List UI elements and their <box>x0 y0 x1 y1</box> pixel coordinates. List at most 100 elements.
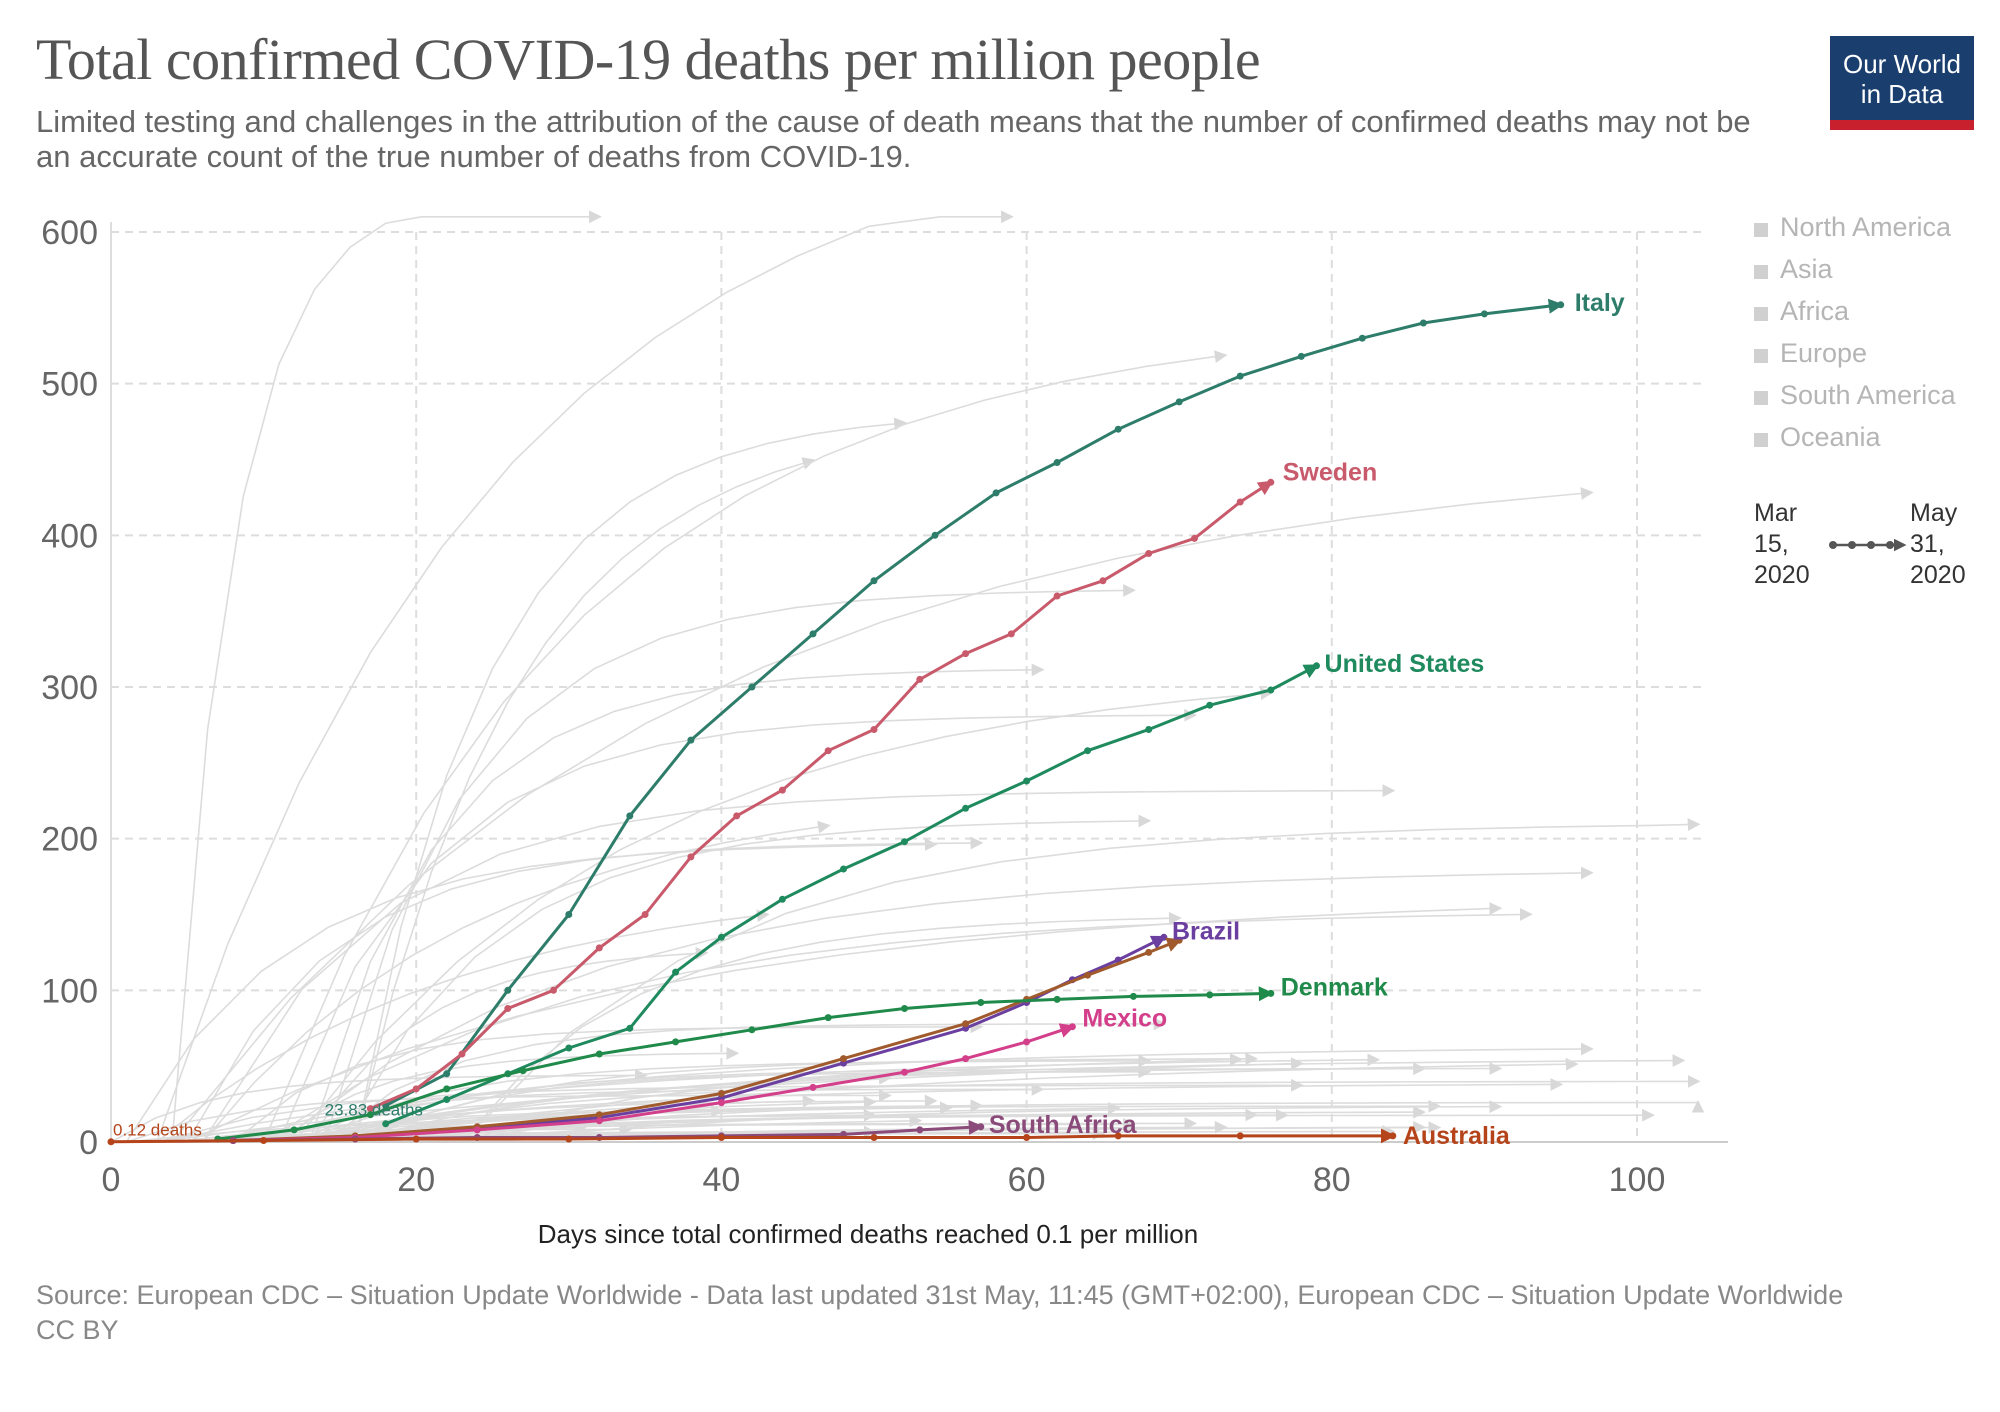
data-point <box>595 1050 603 1058</box>
series-line[interactable] <box>233 1023 1076 1142</box>
legend-item[interactable]: South America <box>1754 380 1957 410</box>
y-tick-label: 200 <box>41 821 98 859</box>
time-legend-dot <box>1848 541 1856 549</box>
time-legend-start: 15, <box>1754 530 1789 558</box>
data-point <box>901 1005 908 1012</box>
background-country-line <box>446 1099 1705 1143</box>
background-country-line <box>186 836 984 1143</box>
legend-item[interactable]: Oceania <box>1754 422 1882 452</box>
series-labels: Italy Sweden United States Brazil Denmark Mex… <box>113 289 1625 1150</box>
background-country-line <box>354 417 908 1143</box>
logo-line-1: Our World <box>1843 49 1961 79</box>
legend-swatch <box>1754 223 1768 237</box>
data-point <box>717 1090 725 1097</box>
background-country-line <box>202 1117 1198 1143</box>
data-point <box>504 1005 512 1012</box>
data-point <box>1099 577 1107 585</box>
x-tick-label: 0 <box>102 1161 121 1199</box>
background-country-lines <box>110 210 1705 1143</box>
x-tick-label: 100 <box>1609 1161 1666 1199</box>
data-point <box>901 1068 908 1076</box>
background-country-line <box>263 1095 877 1143</box>
series-denmark[interactable] <box>214 986 1275 1143</box>
background-country-line <box>461 818 1701 1143</box>
background-country-line <box>293 687 1274 1143</box>
data-point <box>1023 1134 1031 1141</box>
background-country-line <box>201 820 831 1143</box>
x-axis-label: Days since total confirmed deaths reache… <box>538 1219 1198 1249</box>
data-point <box>1084 971 1092 979</box>
chart-subtitle: Limited testing and challenges in the at… <box>36 104 1751 174</box>
data-point <box>412 1085 420 1093</box>
y-tick-label: 300 <box>41 669 98 707</box>
data-point <box>443 1070 451 1078</box>
background-country-line <box>263 908 1533 1143</box>
data-point <box>1084 747 1092 755</box>
series-label: Mexico <box>1082 1005 1167 1033</box>
background-country-line <box>156 909 770 1143</box>
series-australia[interactable] <box>107 1128 1397 1146</box>
series-line[interactable] <box>110 1128 1396 1144</box>
series-line[interactable] <box>385 298 1564 1107</box>
legend-item[interactable]: North America <box>1754 212 1952 242</box>
series-sweden[interactable] <box>366 478 1275 1113</box>
data-point <box>1267 989 1275 997</box>
legend-swatch <box>1754 433 1768 447</box>
data-point <box>748 1026 756 1034</box>
data-point <box>107 1138 115 1146</box>
data-point <box>504 986 512 994</box>
time-legend-end: 31, <box>1910 530 1945 558</box>
data-point <box>412 1135 420 1143</box>
background-country-line <box>232 1020 984 1143</box>
x-tick-label: 20 <box>397 1161 435 1199</box>
data-point <box>840 1055 847 1063</box>
data-point <box>458 1050 466 1058</box>
annotation: 0.12 deaths <box>113 1120 202 1139</box>
background-country-line <box>461 1062 1503 1143</box>
data-point <box>840 865 847 873</box>
background-country-line <box>339 814 1152 1143</box>
data-point <box>717 1134 725 1141</box>
data-point <box>687 736 695 744</box>
logo-line-2: in Data <box>1860 79 1944 109</box>
background-country-line <box>201 784 1396 1143</box>
data-point <box>443 1096 451 1103</box>
data-point <box>962 1055 970 1063</box>
data-point <box>550 986 557 994</box>
data-point <box>962 804 970 812</box>
background-country-line <box>217 1078 1564 1143</box>
legend-label: Asia <box>1780 254 1834 284</box>
legend-label: South America <box>1780 380 1957 410</box>
time-legend: Mar 15, 2020 May 31, 2020 <box>1754 499 1966 589</box>
background-country-line <box>156 210 1014 1143</box>
background-country-line <box>171 210 602 1143</box>
series-label: Sweden <box>1283 458 1377 486</box>
legend-item[interactable]: Europe <box>1754 338 1867 368</box>
data-point <box>290 1126 298 1134</box>
data-point <box>916 675 924 683</box>
data-point <box>565 1135 573 1143</box>
background-country-line <box>278 1047 740 1143</box>
x-tick-label: 60 <box>1008 1161 1046 1199</box>
data-point <box>595 944 603 952</box>
data-point <box>1129 992 1137 1000</box>
series-italy[interactable] <box>382 298 1565 1110</box>
data-point <box>1313 662 1320 670</box>
series-united-states[interactable] <box>382 662 1320 1128</box>
annotation: 23.83 deaths <box>325 1101 423 1120</box>
x-tick-label: 40 <box>702 1161 740 1199</box>
data-point <box>1175 398 1183 406</box>
legend-item[interactable]: Africa <box>1754 296 1850 326</box>
time-legend-end: May <box>1910 499 1958 527</box>
data-point <box>977 1123 985 1131</box>
data-point <box>1206 991 1214 999</box>
data-point <box>870 577 878 585</box>
data-point <box>1114 425 1122 433</box>
series-label: United States <box>1325 650 1485 678</box>
data-point <box>519 1067 527 1075</box>
data-point <box>473 1126 481 1134</box>
legend-item[interactable]: Asia <box>1754 254 1834 284</box>
data-point <box>1145 948 1153 956</box>
legend-swatch <box>1754 391 1768 405</box>
owid-logo[interactable]: Our World in Data <box>1830 36 1974 130</box>
